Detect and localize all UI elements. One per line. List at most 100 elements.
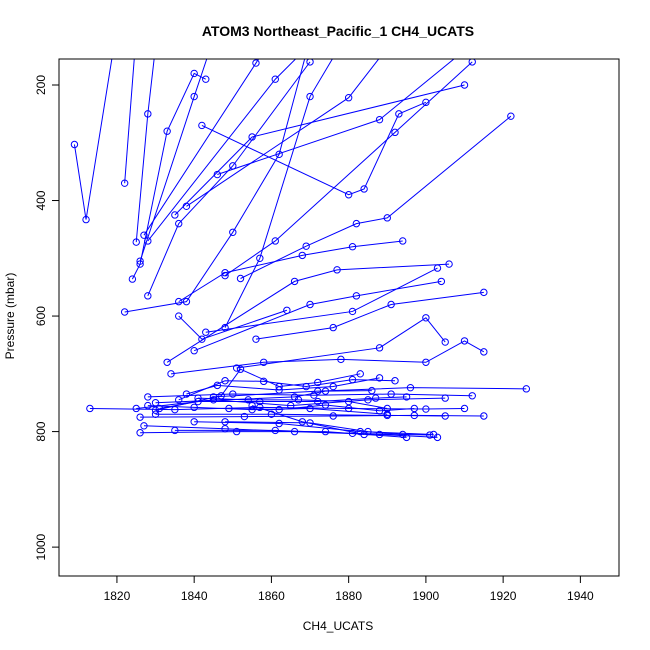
data-point [306,300,314,309]
series-line [147,405,388,415]
data-point [306,92,314,101]
data-point [190,69,198,78]
data-point [368,386,376,395]
series-line [217,59,455,176]
data-point [360,430,368,439]
data-point [375,115,384,124]
series-line [174,84,465,216]
series-line [124,59,306,313]
series-line [73,59,113,220]
series-line [178,309,288,340]
data-point [429,430,438,439]
data-point [344,191,353,199]
data-point [190,347,198,355]
x-tick-label: 1880 [335,589,362,603]
data-point [399,237,407,245]
series-line [193,280,442,352]
data-point [136,257,144,265]
series-line [147,61,311,297]
data-point [364,396,372,404]
data-point [229,228,237,236]
y-tick-label: 600 [34,306,48,326]
x-tick-label: 1940 [567,589,594,603]
data-point [171,426,179,435]
data-point [236,274,245,283]
data-point [480,288,488,297]
data-point [437,277,446,286]
data-point [298,418,307,426]
data-point [182,297,191,306]
data-point [140,231,148,239]
data-point [175,312,183,320]
data-point [163,127,171,135]
series-line [139,59,208,262]
data-point [352,219,361,228]
data-point [302,382,310,391]
data-point [259,377,268,386]
y-tick-label: 400 [34,190,48,210]
data-point [171,211,179,219]
data-point [344,94,353,102]
data-point [209,396,218,404]
data-point [468,59,476,66]
data-point [441,394,449,402]
data-point [460,337,469,345]
data-point [356,370,364,378]
data-point [175,219,183,228]
data-point [136,413,144,421]
data-point [271,426,279,435]
data-point [167,370,175,378]
series-line [224,61,473,277]
data-point [426,431,434,439]
data-point [213,170,222,179]
data-point [190,403,198,412]
series-line [240,115,512,279]
data-point [387,300,395,309]
series-line [166,263,450,363]
data-point [310,391,318,399]
data-point [236,365,245,373]
data-point [422,358,430,366]
data-point [395,110,403,118]
series-line [255,291,484,340]
axes: 1820 1840 1860 1880 1900 1920 1940 200 400 600 800… [34,75,594,603]
x-axis-label: CH4_UCATS [303,619,373,633]
data-point [198,121,206,130]
data-point [329,412,337,420]
data-point [190,418,198,426]
data-point [132,238,140,246]
series-line [147,393,473,398]
data-point [252,335,260,343]
data-point [391,377,399,385]
data-point [383,214,391,222]
data-point [221,323,229,332]
data-point [302,242,310,250]
y-axis-label: Pressure (mbar) [3,273,17,360]
data-point [375,344,384,352]
data-point [406,383,415,392]
y-tick-label: 200 [34,75,48,95]
data-point [314,397,322,406]
data-point [360,185,368,193]
series-line [135,59,155,243]
data-point [244,396,252,404]
data-point [391,128,399,137]
data-point [480,348,488,356]
data-point [422,314,430,322]
data-point [275,419,283,428]
data-point [306,59,314,66]
series-line [251,405,365,435]
data-point [290,277,299,286]
series-line [205,267,438,333]
data-point [144,393,152,401]
data-point [163,358,171,366]
data-point [329,382,337,391]
series-line [224,59,333,328]
data-point [202,75,210,83]
data-point [271,75,279,83]
data-point [82,215,90,224]
series-line [170,340,485,375]
series-line [201,101,427,196]
series-line [131,72,206,280]
